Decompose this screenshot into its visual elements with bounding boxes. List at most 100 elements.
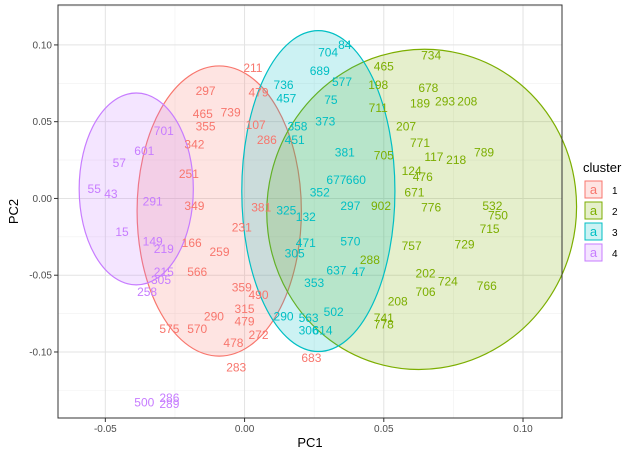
legend-symbol: a bbox=[590, 224, 598, 239]
cluster-2-point: 208 bbox=[457, 95, 477, 109]
legend-key-1 bbox=[584, 180, 603, 199]
cluster-1-point: 251 bbox=[179, 167, 199, 181]
cluster-3-point: 297 bbox=[340, 199, 360, 213]
x-tick-label: 0.05 bbox=[374, 424, 394, 435]
cluster-2-point: 671 bbox=[404, 185, 424, 199]
y-tick-label: 0.05 bbox=[33, 117, 53, 128]
cluster-2-point: 678 bbox=[418, 81, 438, 95]
cluster-3-point: 736 bbox=[274, 78, 294, 92]
cluster-1-point: 283 bbox=[226, 360, 246, 374]
cluster-2-point: 532 bbox=[482, 199, 502, 213]
cluster-2-point: 776 bbox=[421, 201, 441, 215]
cluster-3-point: 704 bbox=[318, 46, 338, 60]
cluster-2-point: 711 bbox=[369, 101, 388, 115]
cluster-2-point: 288 bbox=[360, 253, 380, 267]
cluster-4-point: 149 bbox=[143, 234, 163, 248]
cluster-1-point: 479 bbox=[235, 314, 255, 328]
legend-label-1: 1 bbox=[612, 186, 618, 197]
cluster-3-point: 353 bbox=[304, 276, 324, 290]
legend-label-2: 2 bbox=[612, 207, 618, 218]
cluster-3-point: 132 bbox=[296, 210, 316, 224]
cluster-4-ellipse bbox=[78, 92, 194, 286]
legend-key-2 bbox=[584, 201, 603, 220]
cluster-4-point: 219 bbox=[154, 242, 174, 256]
cluster-1-point: 315 bbox=[235, 302, 255, 316]
cluster-1-point: 259 bbox=[209, 245, 229, 259]
cluster-1-point: 479 bbox=[248, 86, 268, 100]
x-axis: -0.05 0.00 0.05 0.10 bbox=[94, 418, 533, 435]
plot-panel-border bbox=[57, 4, 563, 419]
legend-symbol: a bbox=[590, 245, 598, 260]
cluster-4-point: 289 bbox=[159, 397, 179, 411]
cluster-4-point: 57 bbox=[113, 156, 127, 170]
cluster-2-point: 766 bbox=[477, 279, 497, 293]
cluster-3-point: 358 bbox=[287, 119, 307, 133]
cluster-3-point: 577 bbox=[332, 75, 352, 89]
cluster-4-point: 500 bbox=[134, 396, 154, 410]
cluster-3-point: 614 bbox=[313, 323, 333, 337]
cluster-1-point: 465 bbox=[193, 107, 213, 121]
cluster-1-point: 290 bbox=[204, 310, 224, 324]
legend-title: cluster bbox=[583, 160, 622, 175]
cluster-3-point: 570 bbox=[340, 234, 360, 248]
y-tick-label: -0.05 bbox=[29, 271, 52, 282]
y-tick-label: 0.00 bbox=[33, 194, 53, 205]
cluster-3-point: 305 bbox=[285, 247, 305, 261]
cluster-1-point: 490 bbox=[248, 288, 268, 302]
x-tick-label: 0.10 bbox=[513, 424, 533, 435]
cluster-2-point: 771 bbox=[410, 136, 430, 150]
cluster-3-point: 290 bbox=[274, 310, 294, 324]
cluster-4-point: 701 bbox=[154, 124, 174, 138]
cluster-4-point: 215 bbox=[154, 265, 174, 279]
cluster-ellipses bbox=[78, 30, 578, 371]
cluster-1-point: 272 bbox=[248, 328, 268, 342]
cluster-2-point: 218 bbox=[446, 153, 466, 167]
cluster-1-point: 359 bbox=[232, 280, 252, 294]
cluster-1-point: 478 bbox=[223, 336, 243, 350]
legend-key-4 bbox=[584, 243, 603, 262]
cluster-1-point: 575 bbox=[159, 322, 179, 336]
cluster-3-point: 677 bbox=[326, 173, 346, 187]
cluster-2-point: 476 bbox=[413, 170, 433, 184]
cluster-2-point: 208 bbox=[388, 294, 408, 308]
cluster-4-point: 55 bbox=[88, 182, 102, 196]
cluster-2-point: 202 bbox=[416, 267, 436, 281]
x-axis-label: PC1 bbox=[297, 435, 322, 450]
cluster-3-point: 84 bbox=[338, 38, 352, 52]
cluster-3-point: 373 bbox=[315, 115, 335, 129]
cluster-1-ellipse bbox=[136, 65, 302, 357]
cluster-2-point: 750 bbox=[488, 208, 508, 222]
legend: cluster a 1 a 2 a 3 a 4 bbox=[583, 160, 622, 262]
cluster-2-point: 706 bbox=[416, 285, 436, 299]
cluster-3-ellipse bbox=[241, 30, 396, 353]
cluster-3-point: 306 bbox=[299, 323, 319, 337]
cluster-2-ellipse bbox=[266, 48, 578, 371]
y-tick-label: 0.10 bbox=[33, 40, 53, 51]
cluster-2-point: 724 bbox=[438, 274, 458, 288]
cluster-2-point: 789 bbox=[474, 145, 494, 159]
cluster-2-point: 705 bbox=[374, 148, 394, 162]
cluster-3-point: 381 bbox=[335, 145, 355, 159]
cluster-1-point: 381 bbox=[251, 201, 271, 215]
cluster-4-point: 286 bbox=[159, 391, 179, 405]
cluster-1-point: 566 bbox=[187, 265, 207, 279]
cluster-2-point: 734 bbox=[421, 49, 441, 63]
cluster-4-point: 291 bbox=[143, 195, 163, 209]
y-tick-label: -0.10 bbox=[29, 347, 52, 358]
legend-symbol: a bbox=[590, 182, 598, 197]
cluster-3-point: 502 bbox=[324, 305, 344, 319]
legend-symbol: a bbox=[590, 203, 598, 218]
cluster-4-point: 601 bbox=[134, 144, 154, 158]
cluster-1-point: 355 bbox=[196, 119, 216, 133]
cluster-3-point: 689 bbox=[310, 64, 330, 78]
cluster-2-point: 757 bbox=[402, 239, 422, 253]
cluster-1-point: 297 bbox=[196, 84, 216, 98]
legend-label-4: 4 bbox=[612, 249, 618, 260]
cluster-1-point: 107 bbox=[246, 118, 266, 132]
cluster-3-point: 471 bbox=[296, 236, 316, 250]
cluster-3-point: 47 bbox=[352, 265, 366, 279]
cluster-3-point: 75 bbox=[324, 93, 338, 107]
x-tick-label: 0.00 bbox=[235, 424, 255, 435]
cluster-1-point: 349 bbox=[184, 199, 204, 213]
